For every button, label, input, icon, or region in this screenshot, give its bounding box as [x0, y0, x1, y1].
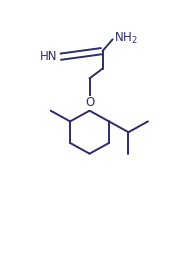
Text: O: O	[85, 96, 94, 109]
Text: HN: HN	[40, 50, 58, 64]
Text: NH$_2$: NH$_2$	[114, 31, 138, 46]
